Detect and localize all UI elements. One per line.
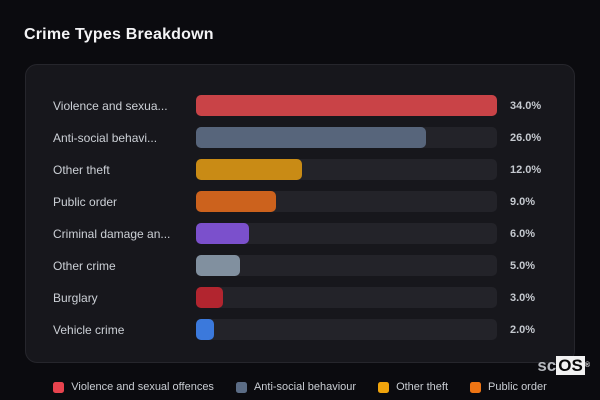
legend-item[interactable]: Public order [470,381,547,393]
category-label: Public order [53,194,118,209]
legend-label: Other theft [396,381,449,393]
watermark-logo: sc OS ® [537,356,590,376]
bar-row: Other crime 5.0% [53,255,552,276]
bar-track [196,95,497,116]
category-label: Violence and sexua... [53,98,168,113]
bar-row: Public order 9.0% [53,191,552,212]
bar-row: Burglary 3.0% [53,287,552,308]
bar[interactable] [196,255,241,276]
legend-item[interactable]: Anti-social behaviour [235,381,357,393]
page-title: Crime Types Breakdown [24,26,214,43]
bar[interactable] [196,319,214,340]
legend-swatch-icon [470,381,482,393]
watermark-suffix: OS [556,356,585,375]
legend-label: Anti-social behaviour [253,381,357,393]
bar-track [196,127,497,148]
bar-row: Anti-social behavi... 26.0% [53,127,552,148]
legend-swatch-icon [235,381,247,393]
category-label: Criminal damage an... [53,226,171,241]
bar[interactable] [196,287,223,308]
category-label: Other crime [53,258,116,273]
legend-swatch-icon [378,381,390,393]
bar-track [196,287,497,308]
bar-track [196,223,497,244]
bar[interactable] [196,191,276,212]
bar-track [196,255,497,276]
bar-row: Violence and sexua... 34.0% [53,95,552,116]
bar-row: Other theft 12.0% [53,159,552,180]
legend-item[interactable]: Other theft [378,381,448,393]
bar[interactable] [196,223,250,244]
bar-track [196,159,497,180]
bar-track [196,191,497,212]
chart-card: Violence and sexua... 34.0% Anti-social be… [25,64,575,363]
legend: Violence and sexual offences Anti-social … [0,381,600,393]
registered-mark: ® [584,362,590,369]
bar-row: Criminal damage an... 6.0% [53,223,552,244]
bar[interactable] [196,127,427,148]
legend-swatch-icon [53,381,65,393]
bar-track [196,319,497,340]
value-label: 9.0% [510,195,536,208]
category-label: Other theft [53,162,110,177]
bar-row: Vehicle crime 2.0% [53,319,552,340]
value-label: 3.0% [510,291,536,304]
category-label: Vehicle crime [53,322,125,337]
value-label: 34.0% [510,99,542,112]
bar[interactable] [196,159,303,180]
legend-label: Public order [488,381,547,393]
watermark-prefix: sc [537,356,557,375]
bar-rows: Violence and sexua... 34.0% Anti-social be… [53,95,552,340]
value-label: 12.0% [510,163,542,176]
legend-label: Violence and sexual offences [71,381,214,393]
value-label: 5.0% [510,259,536,272]
legend-item[interactable]: Violence and sexual offences [53,381,214,393]
category-label: Burglary [53,290,98,305]
value-label: 26.0% [510,131,542,144]
value-label: 6.0% [510,227,536,240]
value-label: 2.0% [510,323,536,336]
category-label: Anti-social behavi... [53,130,158,145]
bar[interactable] [196,95,497,116]
